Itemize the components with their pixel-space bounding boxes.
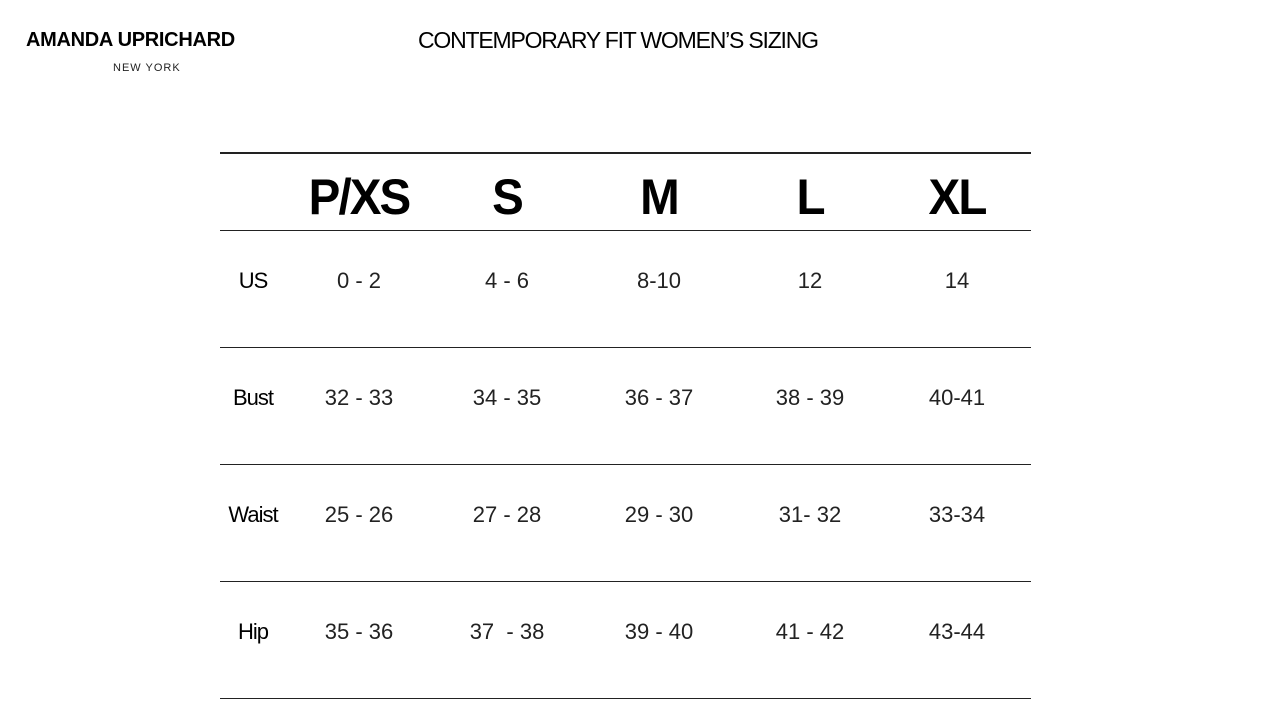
table-divider — [220, 152, 1031, 154]
table-cell: 27 - 28 — [472, 502, 542, 527]
table-cell: 12 — [797, 268, 823, 293]
table-divider — [220, 347, 1031, 348]
brand-location: NEW YORK — [113, 62, 181, 74]
table-cell: 35 - 36 — [324, 619, 394, 644]
table-cell: 37 - 38 — [469, 619, 545, 644]
table-divider — [220, 581, 1031, 582]
table-cell: 29 - 30 — [624, 502, 694, 527]
page-title: CONTEMPORARY FIT WOMEN’S SIZING — [418, 27, 819, 53]
table-cell: 41 - 42 — [775, 619, 845, 644]
table-divider — [220, 698, 1031, 699]
table-cell: 38 - 39 — [775, 385, 845, 410]
row-label: Hip — [237, 619, 269, 644]
table-cell: 32 - 33 — [324, 385, 394, 410]
table-cell: 8-10 — [636, 268, 682, 293]
table-cell: 34 - 35 — [472, 385, 542, 410]
table-cell: 40-41 — [928, 385, 986, 410]
column-header: L — [796, 169, 825, 225]
row-label: Bust — [232, 385, 274, 410]
column-header: P/XS — [308, 169, 412, 225]
column-header: S — [492, 169, 524, 225]
table-divider — [220, 464, 1031, 465]
table-cell: 36 - 37 — [624, 385, 694, 410]
table-cell: 25 - 26 — [324, 502, 394, 527]
table-cell: 14 — [944, 268, 970, 293]
table-cell: 39 - 40 — [624, 619, 694, 644]
table-cell: 31- 32 — [778, 502, 842, 527]
row-label: US — [238, 268, 269, 293]
brand-logo: AMANDA UPRICHARD — [26, 29, 235, 51]
table-cell: 33-34 — [928, 502, 986, 527]
table-cell: 0 - 2 — [336, 268, 382, 293]
table-divider — [220, 230, 1031, 231]
column-header: XL — [928, 169, 988, 225]
row-label: Waist — [228, 502, 278, 527]
table-cell: 43-44 — [928, 619, 986, 644]
table-cell: 4 - 6 — [484, 268, 530, 293]
column-header: M — [640, 169, 680, 225]
